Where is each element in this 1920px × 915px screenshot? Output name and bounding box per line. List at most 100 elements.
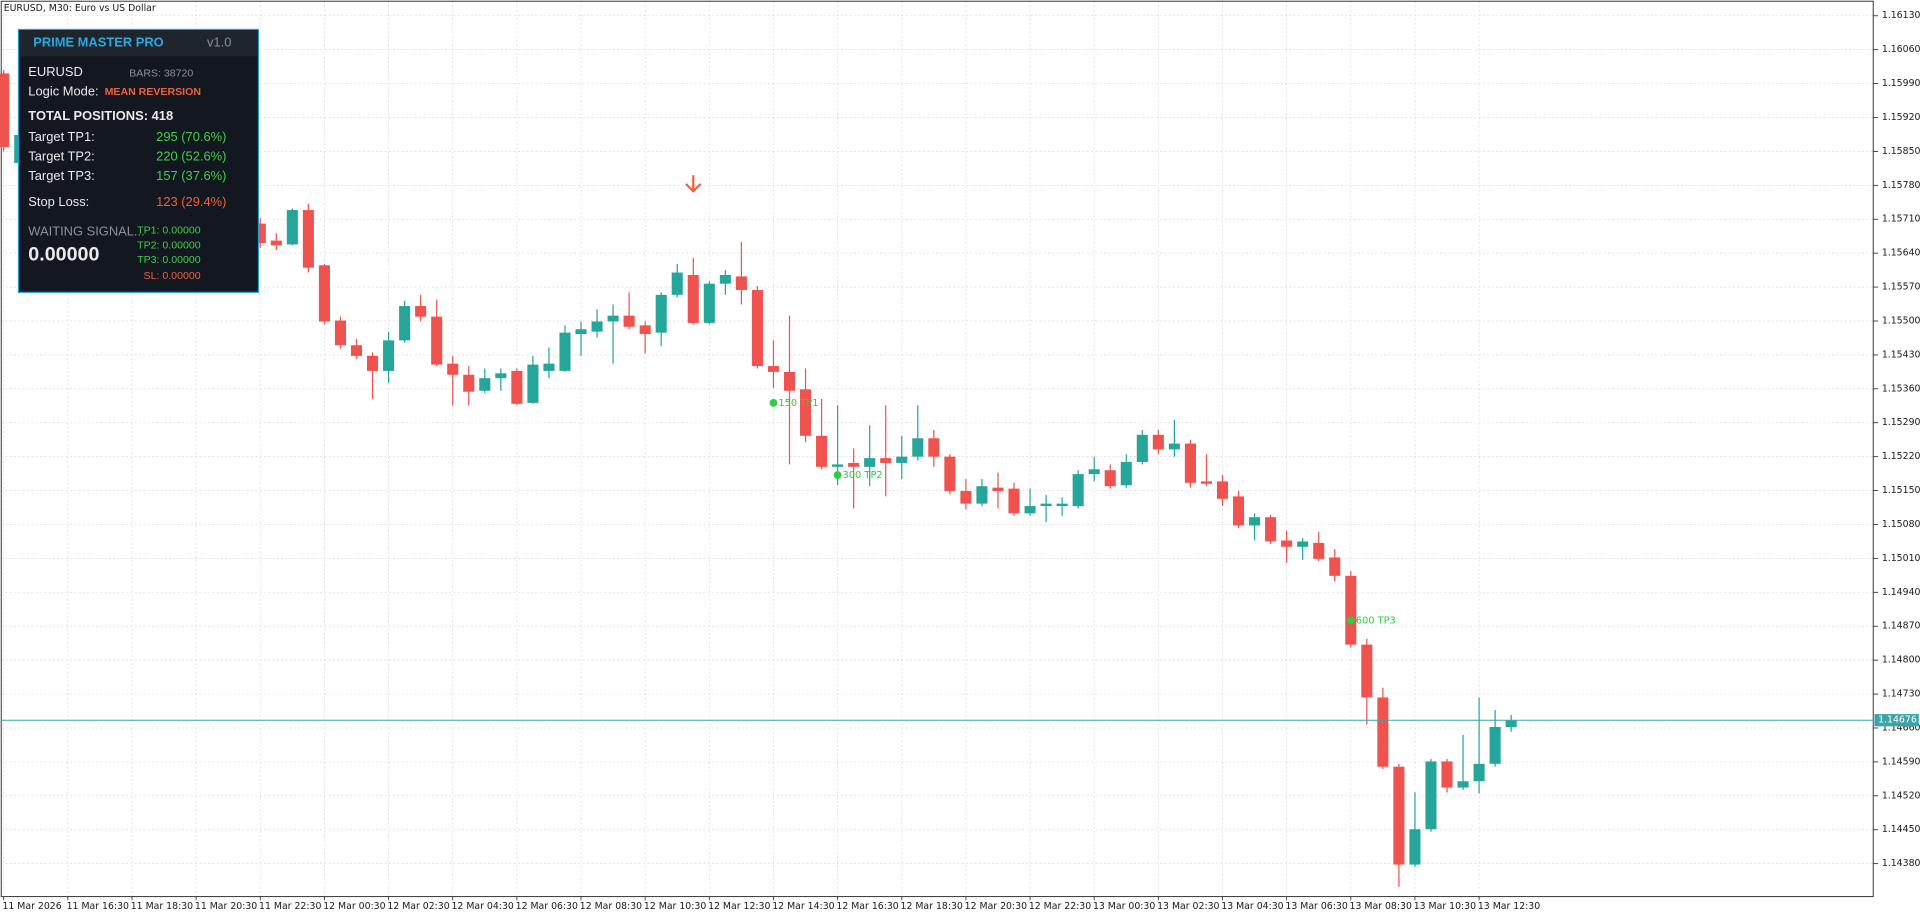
- candle-body: [591, 321, 603, 332]
- row-label: Target TP1:: [28, 129, 94, 144]
- candle-body: [992, 487, 1004, 492]
- candle-body: [1040, 503, 1052, 507]
- panel-header: [19, 30, 258, 57]
- candle-body: [864, 458, 876, 467]
- candle-body: [1505, 720, 1517, 728]
- panel-version: v1.0: [207, 34, 231, 49]
- x-tick-label: 12 Mar 10:30: [644, 901, 706, 912]
- candle-body: [527, 364, 539, 403]
- candle-body: [575, 329, 587, 335]
- x-tick-label: 13 Mar 00:30: [1093, 901, 1155, 912]
- candle-body: [447, 363, 459, 375]
- y-tick-label: 1.15570: [1882, 282, 1920, 293]
- candle-body: [463, 374, 475, 392]
- candle-body: [1361, 644, 1373, 698]
- x-tick-label: 12 Mar 12:30: [708, 901, 770, 912]
- y-tick-label: 1.14380: [1882, 858, 1920, 869]
- x-tick-label: 13 Mar 08:30: [1350, 901, 1412, 912]
- candle-body: [254, 223, 266, 243]
- x-tick-label: 11 Mar 2026: [2, 901, 61, 912]
- panel-mode-label: Logic Mode:: [28, 84, 98, 99]
- panel-box: [17, 28, 260, 293]
- price-label-box: [1874, 714, 1919, 727]
- y-tick-label: 1.15080: [1882, 519, 1920, 530]
- candle-body: [1489, 727, 1501, 764]
- x-tick-label: 12 Mar 20:30: [965, 901, 1027, 912]
- candle-body: [1393, 766, 1405, 865]
- candle-body: [960, 491, 972, 504]
- info-panel: PRIME MASTER PRO v1.0 EURUSD BARS: 38720…: [17, 28, 260, 293]
- x-tick-label: 13 Mar 10:30: [1414, 901, 1476, 912]
- candle-body: [655, 294, 667, 333]
- candle-body: [735, 276, 747, 290]
- candle-body: [559, 332, 571, 371]
- candle-body: [928, 438, 940, 457]
- candle-body: [1184, 443, 1196, 483]
- panel-price: 0.00000: [28, 244, 99, 266]
- x-tick-label: 13 Mar 12:30: [1478, 901, 1540, 912]
- x-tick-label: 13 Mar 06:30: [1285, 901, 1347, 912]
- x-tick-label: 13 Mar 04:30: [1221, 901, 1283, 912]
- candle-body: [1473, 763, 1485, 782]
- candle-body: [270, 240, 282, 246]
- candle-body: [1056, 503, 1068, 507]
- x-tick-label: 12 Mar 08:30: [580, 901, 642, 912]
- candle-body: [1120, 461, 1132, 486]
- x-tick-label: 12 Mar 04:30: [451, 901, 513, 912]
- x-tick-label: 12 Mar 02:30: [387, 901, 449, 912]
- x-tick-label: 13 Mar 02:30: [1157, 901, 1219, 912]
- y-tick-label: 1.15850: [1882, 146, 1920, 157]
- candle-body: [1200, 481, 1212, 484]
- x-tick-label: 12 Mar 00:30: [323, 901, 385, 912]
- candle-body: [415, 305, 427, 317]
- candle-body: [767, 366, 780, 372]
- y-tick-label: 1.15220: [1882, 451, 1920, 462]
- panel-title: PRIME MASTER PRO: [33, 34, 163, 49]
- target-marker: [769, 398, 778, 407]
- y-tick-label: 1.15990: [1882, 78, 1920, 89]
- candle-body: [1345, 575, 1357, 645]
- candle-body: [1088, 469, 1100, 475]
- candle-body: [286, 210, 298, 245]
- chart-title: EURUSD, M30: Euro vs US Dollar: [4, 3, 156, 14]
- candle-body: [1072, 474, 1084, 507]
- candle-body: [543, 363, 555, 371]
- candle-body: [1249, 517, 1261, 526]
- plot-border: [0, 0, 1874, 898]
- candle-body: [703, 283, 715, 323]
- candle-body: [607, 315, 619, 322]
- candle-body: [302, 210, 314, 268]
- x-tick-label: 12 Mar 18:30: [901, 901, 963, 912]
- candle-body: [880, 458, 892, 463]
- y-tick-label: 1.15430: [1882, 349, 1920, 360]
- panel-status: WAITING SIGNAL...: [28, 224, 144, 239]
- candle-body: [1008, 488, 1020, 514]
- candle-body: [1152, 434, 1164, 450]
- panel-level: TP2: 0.00000: [137, 239, 201, 251]
- candle-body: [783, 371, 796, 391]
- candle-body: [318, 265, 330, 322]
- axes: 1.16130 1.16060 1.15990 1.15920 1.15850 1.157…: [2, 10, 1920, 912]
- candle-body: [1377, 697, 1389, 767]
- y-tick-label: 1.16130: [1882, 10, 1920, 21]
- row-label: Stop Loss:: [28, 194, 89, 209]
- candle-body: [976, 486, 988, 504]
- x-tick-label: 11 Mar 18:30: [131, 901, 193, 912]
- y-tick-label: 1.14940: [1882, 587, 1920, 598]
- y-tick-label: 1.14730: [1882, 689, 1920, 700]
- candle-body: [1297, 541, 1309, 547]
- candle-body: [399, 305, 411, 341]
- candle-body: [511, 370, 523, 404]
- candle-body: [912, 438, 924, 457]
- candle-body: [623, 315, 635, 327]
- candle-body: [639, 325, 651, 335]
- candle-body: [0, 73, 10, 148]
- y-tick-label: 1.14870: [1882, 621, 1920, 632]
- candle-body: [1136, 434, 1148, 462]
- candle-body: [1024, 506, 1036, 514]
- y-tick-label: 1.15360: [1882, 383, 1920, 394]
- x-tick-label: 12 Mar 14:30: [772, 901, 834, 912]
- panel-symbol: EURUSD: [28, 64, 82, 79]
